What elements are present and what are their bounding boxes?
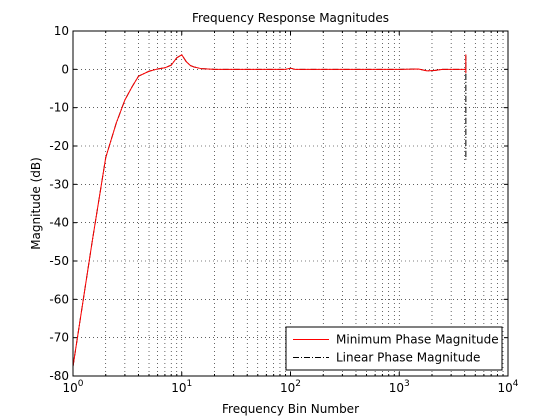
legend-label-linear-phase: Linear Phase Magnitude (336, 351, 480, 365)
x-axis-label: Frequency Bin Number (222, 402, 359, 416)
tick-marks (73, 30, 508, 377)
x-tick-label-exponent: 4 (513, 379, 519, 389)
x-tick-label-base: 10 (497, 381, 512, 395)
y-tick-label: -20 (49, 139, 69, 153)
legend: Minimum Phase Magnitude Linear Phase Mag… (285, 326, 503, 371)
y-tick-label: -10 (49, 101, 69, 115)
x-tick-label-base: 10 (280, 381, 295, 395)
y-tick-label: 10 (54, 24, 69, 38)
y-axis-label: Magnitude (dB) (29, 157, 43, 250)
y-tick-label: -50 (49, 254, 69, 268)
series-layer (72, 54, 467, 367)
x-tick-label: 102 (280, 379, 301, 395)
x-tick-label-exponent: 0 (78, 379, 84, 389)
x-tick-label: 100 (62, 379, 83, 395)
legend-label-minimum-phase: Minimum Phase Magnitude (336, 333, 499, 347)
x-tick-label: 103 (389, 379, 410, 395)
x-tick-label: 104 (497, 379, 518, 395)
grid (73, 31, 508, 376)
x-tick-label-base: 10 (171, 381, 186, 395)
x-tick-label-exponent: 1 (187, 379, 193, 389)
x-tick-label-exponent: 3 (404, 379, 410, 389)
axes: 100-10-20-30-40-50-60-70-80 100 101 102 103… (49, 24, 518, 395)
x-tick-label-base: 10 (62, 381, 77, 395)
y-tick-label: -60 (49, 292, 69, 306)
y-tick-label: -80 (49, 369, 69, 383)
x-tick-labels: 100 101 102 103 104 (62, 379, 518, 395)
chart-title: Frequency Response Magnitudes (192, 11, 389, 25)
y-tick-label: -70 (49, 331, 69, 345)
x-tick-label: 101 (171, 379, 192, 395)
y-tick-label: -30 (49, 177, 69, 191)
y-tick-labels: 10 0 -10 -20 -30 -40 -50 -60 -70 -80 (49, 24, 69, 383)
x-tick-label-base: 10 (389, 381, 404, 395)
y-tick-label: 0 (61, 62, 69, 76)
series-line-minimum-phase (72, 54, 467, 367)
legend-box (285, 326, 503, 371)
x-tick-label-exponent: 2 (295, 379, 301, 389)
y-tick-label: -40 (49, 216, 69, 230)
